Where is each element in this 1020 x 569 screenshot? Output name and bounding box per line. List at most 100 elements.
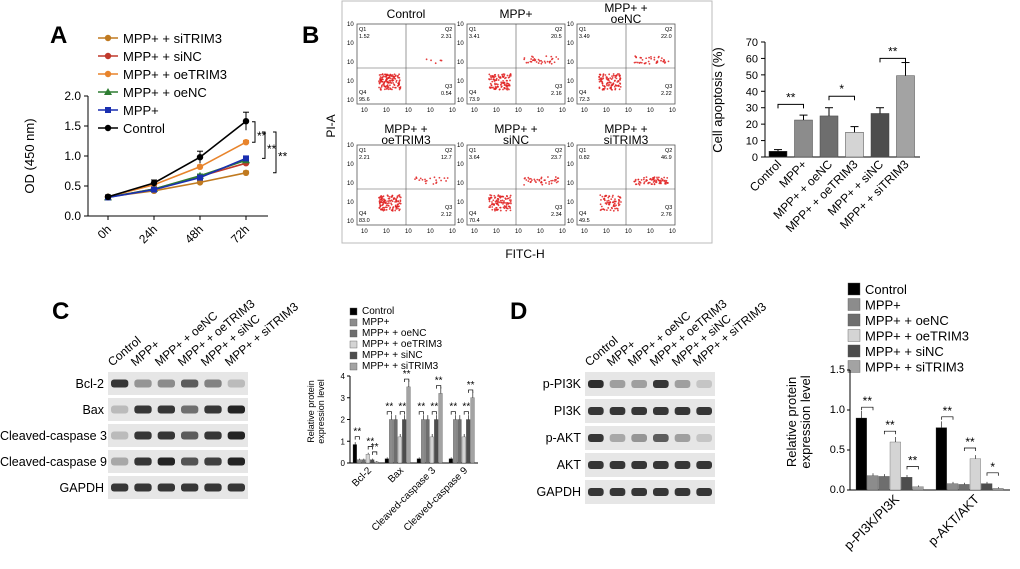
flow-event <box>381 204 384 207</box>
flow-event <box>385 208 388 211</box>
flow-cytometry-plots: PI-AFITC-HControlQ11.52Q22.31Q495.6Q30.5… <box>324 0 713 261</box>
flow-title: MPP+ <box>499 7 532 21</box>
flow-event <box>391 78 394 81</box>
bar <box>461 436 466 464</box>
flow-event <box>433 176 436 179</box>
q-value: 2.31 <box>441 34 452 40</box>
flow-event <box>615 74 618 77</box>
flow-event <box>652 181 655 183</box>
flow-event <box>499 76 502 78</box>
blot-background <box>585 399 715 423</box>
flow-event <box>643 176 645 179</box>
flow-event <box>388 195 391 198</box>
flow-event <box>506 195 509 198</box>
flow-event <box>381 208 384 211</box>
flow-event <box>378 201 381 204</box>
legend-label-1: MPP+ + siNC <box>123 49 202 64</box>
blot-label-2: p-AKT <box>545 431 581 445</box>
flow-event <box>503 87 506 90</box>
flow-event <box>496 201 499 204</box>
flow-event <box>388 74 391 77</box>
data-point <box>242 169 250 176</box>
band <box>111 405 129 414</box>
flow-event <box>662 60 664 63</box>
flow-event <box>658 182 661 185</box>
flow-event <box>495 206 498 209</box>
flow-event <box>619 85 622 88</box>
bar-1 <box>794 119 813 158</box>
flow-axis-decade: 10 <box>347 200 354 206</box>
flow-axis-decade: 10 <box>449 229 456 235</box>
y-tick-label: 0.5 <box>830 444 845 456</box>
flow-event <box>490 194 493 197</box>
flow-event <box>525 179 528 181</box>
flow-event <box>610 78 613 81</box>
legend-swatch-4 <box>847 344 861 358</box>
flow-event <box>387 200 389 203</box>
flow-event <box>393 76 396 79</box>
legend-label-1: MPP+ <box>362 317 390 328</box>
flow-event <box>389 81 392 84</box>
band <box>227 405 245 414</box>
flow-event <box>492 86 494 89</box>
bar <box>397 436 402 464</box>
flow-event <box>612 194 614 197</box>
flow-event <box>382 195 385 198</box>
flow-event <box>620 201 622 203</box>
flow-event <box>396 205 399 208</box>
bar <box>393 419 398 464</box>
band <box>134 379 152 388</box>
flow-event <box>640 179 643 181</box>
flow-event <box>525 61 528 64</box>
x-tick-label: 48h <box>182 222 206 246</box>
flow-event <box>660 57 663 60</box>
flow-event <box>378 80 380 83</box>
band <box>631 488 647 496</box>
blot-strip-2 <box>108 424 248 447</box>
flow-event <box>532 56 534 58</box>
flow-event <box>383 208 386 211</box>
flow-event <box>666 177 669 179</box>
flow-event <box>509 79 511 82</box>
bar <box>361 459 366 464</box>
flow-event <box>392 86 394 89</box>
flow-event <box>499 199 502 202</box>
sig-bracket <box>463 411 469 415</box>
band <box>609 488 626 496</box>
sig-bracket <box>777 103 804 109</box>
flow-event <box>637 182 640 185</box>
flow-axis-decade: 10 <box>427 108 434 114</box>
y-axis-label: expression level <box>798 375 813 468</box>
q-label: Q2 <box>445 27 452 33</box>
y-tick-label: 1.0 <box>830 404 845 416</box>
flow-event <box>614 87 617 90</box>
q-label: Q4 <box>359 90 366 96</box>
bar <box>434 419 439 464</box>
flow-event <box>398 83 401 85</box>
bar <box>969 458 981 491</box>
y-tick-label: 1 <box>341 437 346 446</box>
flow-event <box>599 78 602 81</box>
flow-event <box>443 177 446 180</box>
q-value: 2.16 <box>551 91 562 97</box>
blot-background <box>585 453 715 477</box>
flow-event <box>615 77 618 80</box>
flow-event <box>607 84 610 87</box>
flow-event <box>607 199 610 202</box>
flow-event <box>599 209 602 212</box>
flow-event <box>494 75 497 78</box>
flow-event <box>503 74 506 77</box>
flow-event <box>540 59 543 62</box>
flow-event <box>607 79 610 82</box>
flow-event <box>494 82 496 85</box>
q-value: 3.49 <box>579 34 590 40</box>
flow-axis-decade: 10 <box>647 108 654 114</box>
flow-event <box>650 57 653 60</box>
q-label: Q4 <box>579 90 586 96</box>
flow-event <box>616 81 619 83</box>
data-point <box>150 179 158 187</box>
bar-3 <box>845 132 864 158</box>
sig-label: ** <box>267 142 277 156</box>
bar <box>912 486 924 491</box>
q-label: Q4 <box>469 90 476 96</box>
